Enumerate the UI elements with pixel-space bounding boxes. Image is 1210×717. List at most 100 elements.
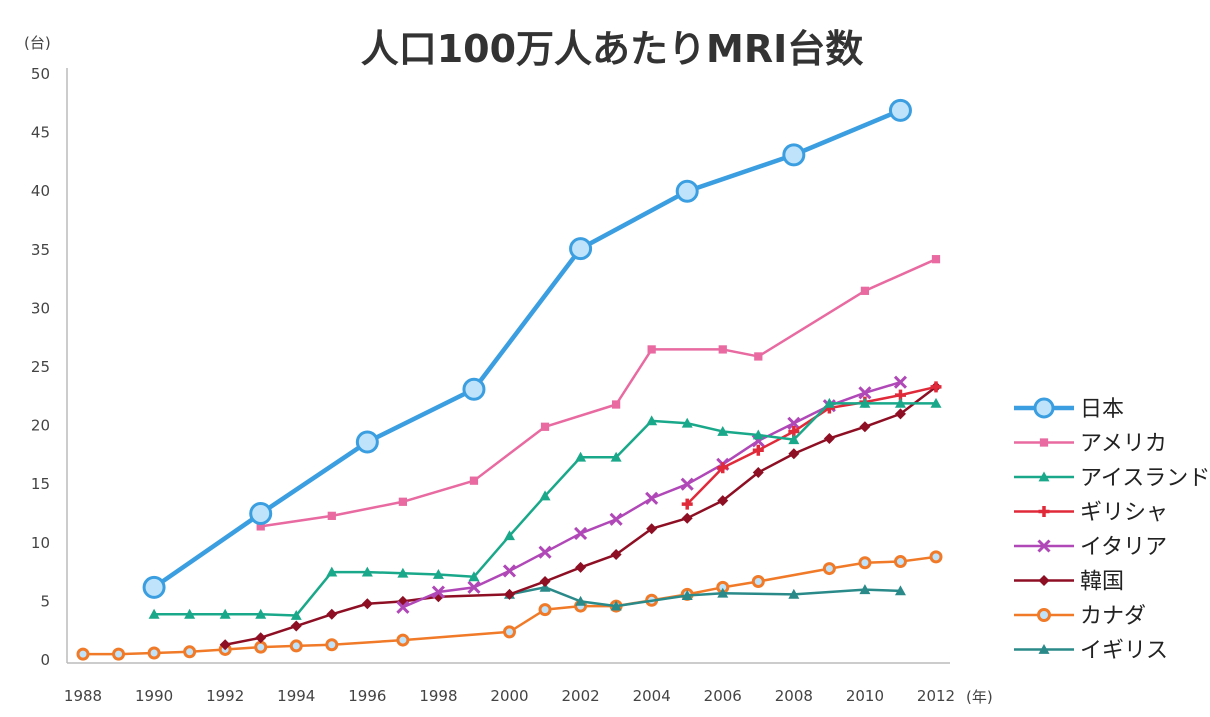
legend-label: 日本 — [1080, 397, 1124, 422]
y-tick-label: 0 — [40, 651, 50, 669]
data-point — [646, 523, 658, 535]
data-point — [290, 609, 302, 620]
data-point — [290, 620, 302, 632]
data-point — [539, 575, 551, 587]
data-point — [431, 585, 445, 599]
legend-item: イタリア — [1014, 535, 1167, 560]
data-point — [647, 345, 656, 354]
data-point — [398, 497, 407, 506]
data-point — [468, 571, 480, 582]
data-point — [219, 608, 231, 619]
y-tick-label: 15 — [31, 475, 50, 493]
data-point — [681, 590, 693, 600]
data-point — [894, 408, 906, 420]
data-point — [718, 345, 727, 354]
x-tick-label: 1996 — [348, 687, 386, 705]
x-tick-label: 2000 — [490, 687, 528, 705]
legend-item: イギリス — [1014, 639, 1168, 664]
data-point — [574, 526, 588, 540]
data-point — [823, 432, 835, 444]
legend-label: アメリカ — [1080, 432, 1167, 457]
data-point — [751, 574, 765, 588]
y-tick-label: 35 — [31, 241, 50, 259]
data-point — [112, 647, 126, 661]
data-point — [462, 377, 486, 401]
legend-marker — [1033, 397, 1055, 419]
data-point — [255, 608, 267, 619]
legend-marker — [1038, 471, 1050, 482]
data-point — [717, 425, 729, 436]
legend-marker — [1037, 539, 1051, 553]
data-point — [249, 502, 273, 525]
y-tick-label: 5 — [40, 592, 50, 610]
y-tick-label: 30 — [31, 299, 50, 317]
data-point — [612, 400, 621, 409]
legend-item: 韓国 — [1014, 570, 1124, 595]
data-point — [752, 429, 764, 440]
data-point — [396, 633, 410, 647]
data-point — [610, 451, 622, 462]
data-point — [859, 421, 871, 433]
data-point — [503, 625, 516, 639]
data-point — [76, 647, 90, 661]
data-point — [540, 422, 550, 431]
data-point — [325, 638, 339, 652]
legend-item: アメリカ — [1014, 432, 1167, 457]
data-point — [858, 386, 872, 400]
legend-label: イタリア — [1080, 535, 1167, 560]
x-tick-label: 2002 — [561, 687, 599, 705]
data-point — [569, 237, 593, 261]
data-point — [467, 580, 481, 594]
series-2 — [256, 255, 941, 531]
data-point — [575, 595, 587, 606]
data-point — [931, 255, 941, 264]
y-tick-label: 40 — [31, 182, 50, 200]
data-point — [355, 430, 379, 454]
y-axis-ticks: 0 5 10 15 20 25 30 35 40 45 50 — [31, 65, 50, 669]
data-point — [610, 549, 622, 561]
series-7 — [76, 550, 943, 661]
data-point — [575, 451, 587, 462]
data-point — [752, 444, 764, 456]
y-tick-label: 45 — [31, 124, 50, 142]
data-point — [752, 466, 764, 478]
x-tick-label: 2012 — [917, 687, 955, 705]
data-point — [397, 567, 409, 578]
data-point — [147, 646, 161, 660]
data-point — [148, 608, 160, 619]
data-point — [289, 639, 303, 653]
data-point — [361, 566, 373, 577]
data-point — [680, 477, 694, 491]
series-layer — [76, 98, 943, 661]
data-point — [893, 375, 908, 389]
data-point — [787, 416, 801, 430]
y-tick-label: 20 — [31, 417, 50, 435]
data-point — [859, 397, 871, 408]
data-point — [254, 640, 268, 654]
legend-marker — [1038, 644, 1050, 654]
legend-label: イギリス — [1080, 639, 1168, 664]
legend-item: カナダ — [1014, 604, 1146, 629]
data-point — [609, 512, 623, 526]
legend-marker — [1038, 575, 1050, 586]
data-point — [646, 415, 658, 426]
data-point — [675, 179, 699, 203]
data-point — [183, 645, 197, 659]
data-point — [893, 555, 907, 569]
data-point — [888, 98, 912, 122]
data-point — [575, 561, 587, 573]
x-tick-label: 1992 — [206, 687, 244, 705]
legend-marker — [1038, 506, 1050, 517]
x-axis-ticks: 1988 1990 1992 1994 1996 1998 2000 2002 2004 2006… — [64, 687, 955, 705]
series-8 — [504, 581, 906, 611]
data-point — [860, 286, 870, 295]
x-axis-unit: (年) — [966, 688, 993, 706]
data-point — [255, 632, 267, 644]
data-point — [538, 545, 552, 559]
data-point — [396, 600, 410, 614]
data-point — [930, 397, 942, 408]
data-point — [142, 575, 166, 599]
data-point — [502, 564, 517, 578]
legend-item: アイスランド — [1014, 466, 1210, 491]
